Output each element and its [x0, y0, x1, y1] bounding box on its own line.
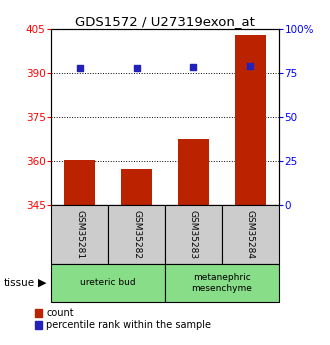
- Bar: [165, 264, 279, 302]
- Bar: [165, 205, 222, 264]
- Bar: [178, 139, 209, 205]
- Text: metanephric
mesenchyme: metanephric mesenchyme: [191, 273, 252, 293]
- Text: GSM35283: GSM35283: [189, 210, 198, 259]
- Point: [77, 65, 82, 71]
- Text: GSM35281: GSM35281: [75, 210, 84, 259]
- Text: GSM35284: GSM35284: [246, 210, 255, 259]
- Point: [134, 65, 139, 71]
- Text: GDS1572 / U27319exon_at: GDS1572 / U27319exon_at: [75, 16, 255, 29]
- Text: ▶: ▶: [38, 278, 47, 288]
- Bar: [108, 205, 165, 264]
- Bar: [51, 264, 165, 302]
- Point: [248, 63, 253, 69]
- Text: GSM35282: GSM35282: [132, 210, 141, 259]
- Bar: [64, 160, 95, 205]
- Legend: count, percentile rank within the sample: count, percentile rank within the sample: [35, 308, 211, 331]
- Point: [191, 65, 196, 70]
- Text: ureteric bud: ureteric bud: [80, 278, 136, 287]
- Bar: [121, 169, 152, 205]
- Bar: [235, 35, 266, 205]
- Bar: [222, 205, 279, 264]
- Bar: [51, 205, 108, 264]
- Text: tissue: tissue: [3, 278, 34, 288]
